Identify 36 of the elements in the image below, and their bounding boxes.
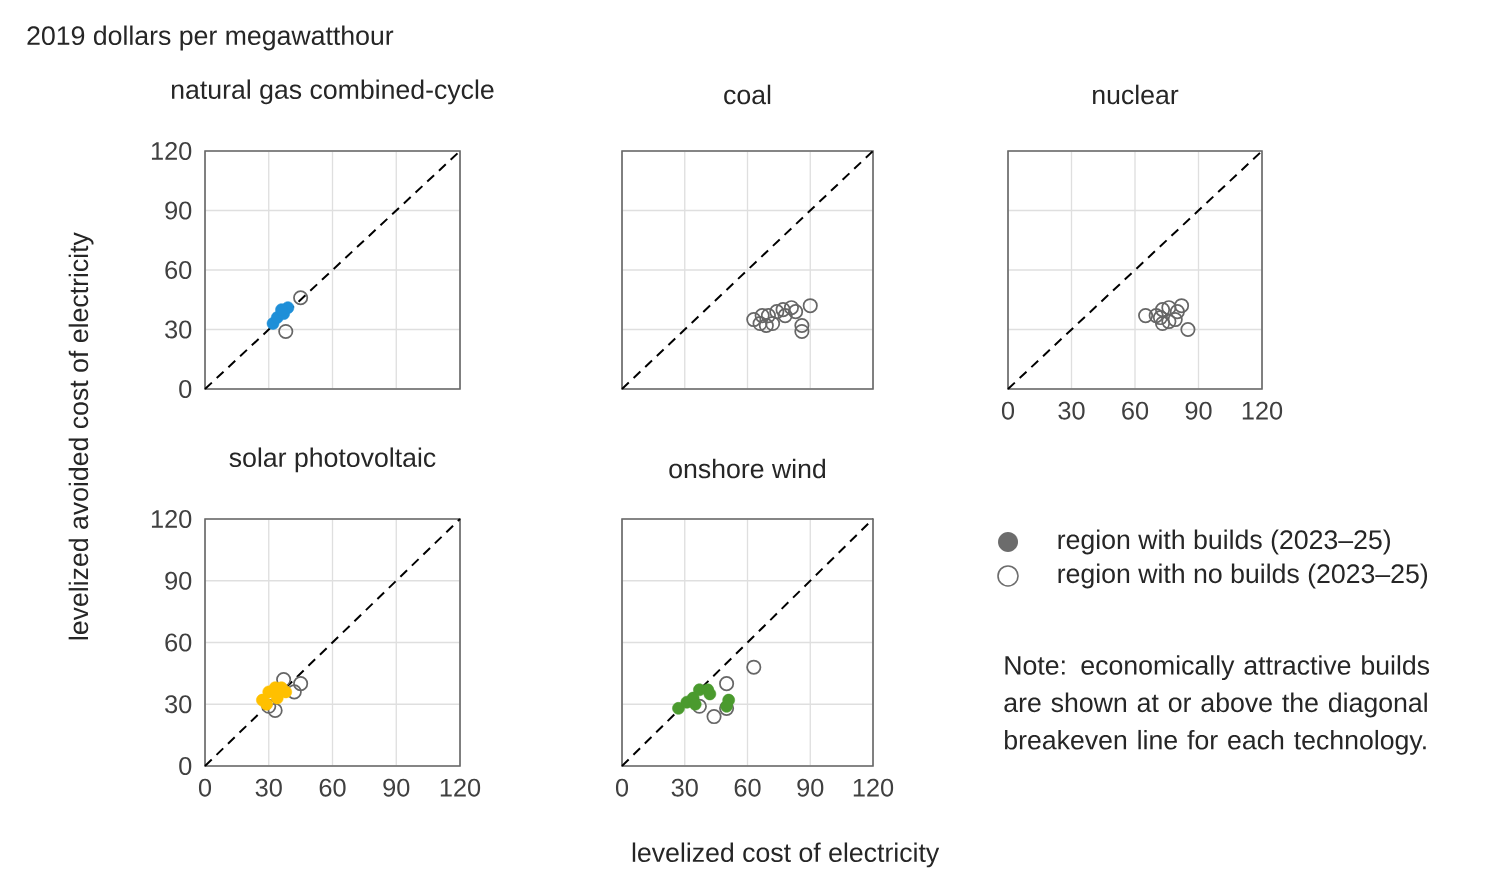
y-tick-label: 90 xyxy=(165,571,192,590)
chart-title: onshore wind xyxy=(669,458,826,479)
x-tick-label: 60 xyxy=(1122,401,1149,420)
y-tick-label: 60 xyxy=(165,633,192,652)
chart-title: coal xyxy=(724,84,771,105)
chart-title: nuclear xyxy=(1093,84,1179,105)
y-tick-label: 30 xyxy=(165,320,192,339)
y-tick-label: 30 xyxy=(165,695,192,714)
x-tick-label: 120 xyxy=(1242,401,1283,420)
x-tick-label: 0 xyxy=(198,778,212,797)
x-tick-label: 90 xyxy=(797,778,824,797)
x-tick-label: 90 xyxy=(1185,401,1212,420)
x-tick-label: 30 xyxy=(671,778,698,797)
x-tick-label: 120 xyxy=(853,778,894,797)
text: Note: economically attractive builds are shown at or above the diagonal breakeven line for each technology. xyxy=(1004,655,1430,755)
x-tick-label: 90 xyxy=(383,778,410,797)
x-tick-label: 30 xyxy=(1058,401,1085,420)
chart-title: solar photovoltaic xyxy=(229,447,436,473)
text: region with builds (2023–25) xyxy=(1058,529,1390,555)
y-tick-label: 120 xyxy=(151,142,192,160)
text: 2019 dollars per megawatthour xyxy=(27,25,394,51)
y-axis-title: levelized avoided cost of electricity xyxy=(68,232,94,640)
x-axis-title: levelized cost of electricity xyxy=(632,842,940,868)
y-tick-label: 0 xyxy=(179,757,192,775)
x-tick-label: 0 xyxy=(615,778,629,797)
chart-title: natural gas combined-cycle xyxy=(171,79,494,105)
y-tick-label: 0 xyxy=(179,380,192,398)
x-tick-label: 60 xyxy=(319,778,346,797)
x-tick-label: 0 xyxy=(1001,401,1015,420)
text: region with no builds (2023–25) xyxy=(1058,563,1428,589)
x-tick-label: 60 xyxy=(734,778,761,797)
x-tick-label: 120 xyxy=(440,778,481,797)
y-tick-label: 60 xyxy=(165,261,192,279)
y-tick-label: 90 xyxy=(165,201,192,220)
y-tick-label: 120 xyxy=(151,510,192,528)
x-tick-label: 30 xyxy=(255,778,282,797)
